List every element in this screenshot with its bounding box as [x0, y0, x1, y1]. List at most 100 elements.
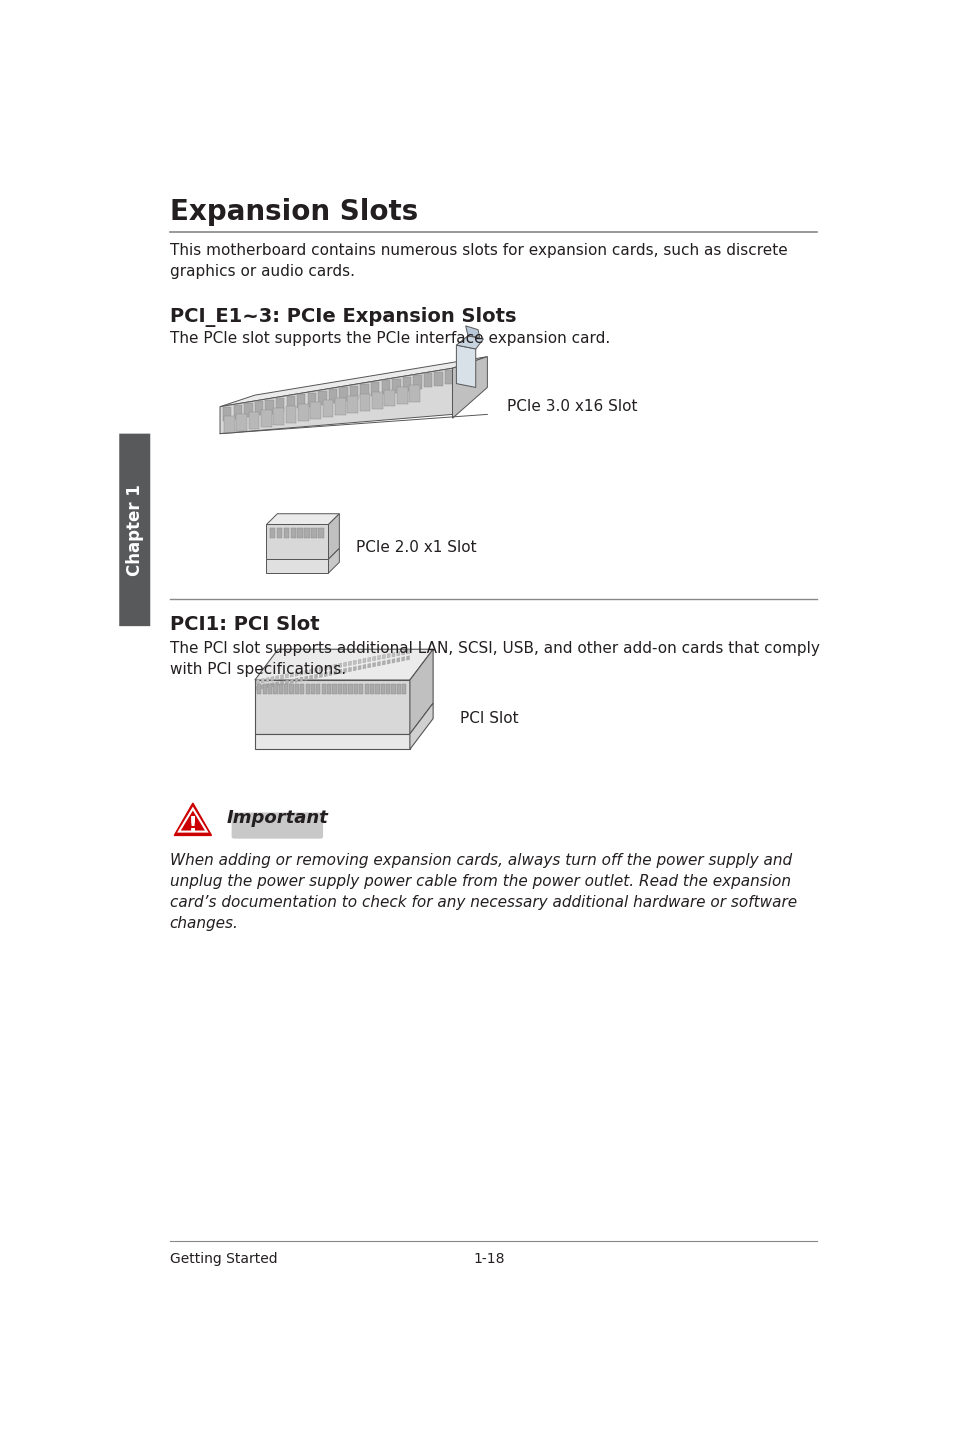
- Polygon shape: [275, 682, 278, 686]
- Polygon shape: [380, 684, 384, 695]
- Polygon shape: [314, 674, 317, 679]
- Polygon shape: [318, 391, 326, 405]
- Polygon shape: [254, 649, 433, 680]
- Polygon shape: [318, 527, 323, 538]
- Polygon shape: [328, 514, 339, 558]
- Polygon shape: [373, 656, 375, 660]
- Polygon shape: [338, 663, 341, 667]
- Polygon shape: [305, 670, 308, 674]
- Polygon shape: [348, 667, 351, 672]
- Polygon shape: [338, 669, 341, 673]
- Polygon shape: [359, 684, 363, 695]
- Text: 1-18: 1-18: [473, 1252, 504, 1266]
- Polygon shape: [372, 391, 382, 408]
- Text: When adding or removing expansion cards, always turn off the power supply and
un: When adding or removing expansion cards,…: [170, 853, 796, 931]
- Polygon shape: [223, 407, 232, 421]
- Polygon shape: [266, 558, 328, 573]
- Polygon shape: [261, 679, 264, 683]
- Polygon shape: [392, 659, 395, 663]
- Polygon shape: [254, 680, 410, 735]
- FancyBboxPatch shape: [232, 812, 323, 839]
- Polygon shape: [334, 670, 336, 674]
- Polygon shape: [224, 417, 234, 432]
- Polygon shape: [297, 404, 309, 421]
- Polygon shape: [265, 400, 274, 414]
- Polygon shape: [401, 650, 404, 654]
- Polygon shape: [316, 684, 320, 695]
- Polygon shape: [343, 669, 346, 673]
- Polygon shape: [291, 527, 295, 538]
- Polygon shape: [278, 684, 283, 695]
- Polygon shape: [392, 653, 395, 657]
- Polygon shape: [387, 660, 390, 664]
- Text: !: !: [188, 816, 197, 836]
- Polygon shape: [307, 392, 315, 407]
- Polygon shape: [310, 402, 321, 418]
- Polygon shape: [280, 674, 283, 679]
- Text: This motherboard contains numerous slots for expansion cards, such as discrete
g: This motherboard contains numerous slots…: [170, 242, 786, 279]
- Polygon shape: [236, 414, 247, 431]
- Text: PCI_E1~3: PCIe Expansion Slots: PCI_E1~3: PCIe Expansion Slots: [170, 306, 516, 326]
- Polygon shape: [324, 672, 327, 676]
- Polygon shape: [456, 337, 483, 349]
- Polygon shape: [350, 385, 358, 400]
- Polygon shape: [362, 664, 366, 669]
- Polygon shape: [257, 684, 261, 695]
- Polygon shape: [249, 412, 259, 430]
- Text: PCIe 3.0 x16 Slot: PCIe 3.0 x16 Slot: [506, 400, 637, 414]
- FancyBboxPatch shape: [119, 434, 150, 626]
- Polygon shape: [335, 398, 345, 415]
- Polygon shape: [386, 684, 390, 695]
- Polygon shape: [254, 401, 263, 415]
- Polygon shape: [300, 684, 304, 695]
- Polygon shape: [294, 672, 297, 676]
- Polygon shape: [377, 656, 380, 660]
- Polygon shape: [465, 326, 479, 338]
- Polygon shape: [311, 684, 314, 695]
- Polygon shape: [377, 662, 380, 666]
- Polygon shape: [285, 680, 288, 684]
- Polygon shape: [233, 405, 242, 418]
- Polygon shape: [283, 527, 289, 538]
- Polygon shape: [324, 666, 327, 670]
- Polygon shape: [310, 674, 313, 679]
- Polygon shape: [310, 669, 313, 673]
- Polygon shape: [357, 659, 360, 663]
- Polygon shape: [275, 398, 284, 412]
- Polygon shape: [353, 660, 355, 664]
- Polygon shape: [343, 684, 347, 695]
- Polygon shape: [256, 686, 259, 690]
- Polygon shape: [294, 684, 298, 695]
- Polygon shape: [402, 377, 411, 391]
- Polygon shape: [296, 394, 305, 408]
- Polygon shape: [256, 679, 259, 684]
- Polygon shape: [273, 684, 277, 695]
- Polygon shape: [343, 662, 346, 666]
- Polygon shape: [244, 404, 253, 417]
- Polygon shape: [286, 397, 294, 410]
- Text: Chapter 1: Chapter 1: [126, 484, 144, 576]
- Polygon shape: [327, 684, 331, 695]
- Polygon shape: [402, 684, 406, 695]
- Text: PCIe 2.0 x1 Slot: PCIe 2.0 x1 Slot: [355, 540, 476, 556]
- Polygon shape: [261, 684, 264, 689]
- Polygon shape: [311, 527, 316, 538]
- Polygon shape: [406, 656, 409, 660]
- Text: Getting Started: Getting Started: [170, 1252, 277, 1266]
- Polygon shape: [409, 385, 419, 402]
- Polygon shape: [322, 400, 334, 417]
- Polygon shape: [299, 677, 303, 682]
- Polygon shape: [354, 684, 357, 695]
- Polygon shape: [370, 684, 374, 695]
- Polygon shape: [266, 677, 269, 682]
- Polygon shape: [266, 683, 269, 689]
- Polygon shape: [396, 657, 399, 662]
- Text: Expansion Slots: Expansion Slots: [170, 198, 417, 226]
- Polygon shape: [304, 527, 310, 538]
- Polygon shape: [444, 369, 453, 384]
- Polygon shape: [329, 390, 336, 402]
- Polygon shape: [396, 652, 399, 656]
- Polygon shape: [299, 670, 303, 676]
- Polygon shape: [266, 524, 328, 558]
- Polygon shape: [364, 684, 369, 695]
